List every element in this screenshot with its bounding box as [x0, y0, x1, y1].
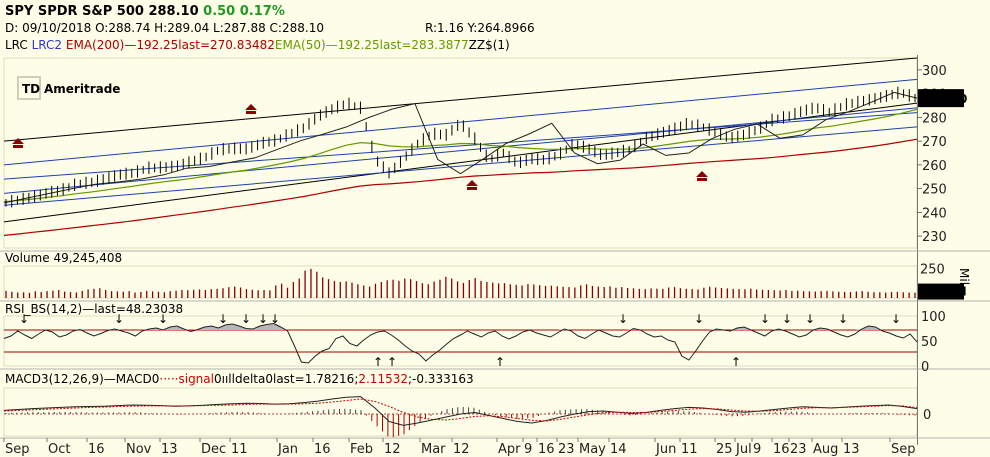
- macd-label: MACD3(12,26,9)—MACD0·····signal0ıılldelt…: [5, 372, 474, 386]
- rsi-buy-marker: ↑: [387, 355, 397, 369]
- rsi-buy-marker: ↑: [731, 355, 741, 369]
- x-tick-label: Feb: [350, 442, 373, 457]
- x-tick-label: 11: [231, 442, 248, 457]
- x-tick-label: 23: [790, 442, 807, 457]
- y-tick-label: 260: [922, 159, 947, 174]
- volume-last-value: 47.5 M: [921, 285, 967, 299]
- x-tick-label: Sep: [5, 442, 30, 457]
- right-axis-line: [917, 55, 918, 445]
- rsi-tick-label: 0: [921, 360, 929, 375]
- rsi-sell-marker: ↓: [805, 312, 815, 326]
- ry-readout: R:1.16 Y:264.8966: [425, 21, 535, 35]
- x-tick-label: Aug: [813, 442, 838, 457]
- macd-signal-line: [3, 398, 918, 422]
- watermark-logo-text: TD: [22, 82, 40, 96]
- rsi-overbought-fill: [4, 323, 917, 330]
- x-tick-label: 23: [558, 442, 575, 457]
- rsi-sell-marker: ↓: [891, 312, 901, 326]
- x-tick-label: 11: [681, 442, 698, 457]
- x-tick-label: Jun: [655, 442, 676, 457]
- signal-arrow-icon: [12, 138, 24, 148]
- lrc2-lower-inner: [3, 126, 918, 206]
- x-tick-label: 16: [88, 442, 105, 457]
- y-tick-label: 270: [922, 135, 947, 150]
- ohlc-readout: D: 09/10/2018 O:288.74 H:289.04 L:287.88…: [5, 21, 324, 35]
- x-tick-label: Jul: [735, 442, 752, 457]
- rsi-sell-marker: ↓: [114, 312, 124, 326]
- volume-last-tag: [918, 283, 964, 300]
- rsi-panel: [3, 315, 918, 367]
- rsi-sell-marker: ↓: [838, 312, 848, 326]
- rsi-sell-marker: ↓: [258, 312, 268, 326]
- signal-arrow-icon: [245, 104, 257, 114]
- x-tick-label: 13: [161, 442, 178, 457]
- y-tick-label: 230: [922, 230, 947, 245]
- rsi-buy-marker: ↑: [495, 355, 505, 369]
- rsi-tick-label: 100: [921, 310, 946, 325]
- rsi-sell-marker: ↓: [618, 312, 628, 326]
- watermark-logo: [17, 76, 41, 100]
- rsi-sell-marker: ↓: [158, 312, 168, 326]
- y-tick-label: 250: [922, 183, 947, 198]
- x-tick-label: 13: [843, 442, 860, 457]
- ema200-line: [3, 138, 918, 236]
- x-tick-label: 9: [753, 442, 761, 457]
- x-tick-label: May: [579, 442, 606, 457]
- lrc-lower: [3, 102, 918, 223]
- chart-title: SPY SPDR S&P 500 288.10 0.50 0.17%: [5, 4, 285, 19]
- rsi-sell-marker: ↓: [270, 312, 280, 326]
- rsi-tick-label: 50: [921, 335, 938, 350]
- rsi-sell-marker: ↓: [782, 312, 792, 326]
- macd-line: [3, 396, 918, 426]
- x-tick-label: 16: [538, 442, 555, 457]
- rsi-sell-marker: ↓: [218, 312, 228, 326]
- lrc2-lower: [3, 107, 918, 194]
- rsi-sell-marker: ↓: [760, 312, 770, 326]
- y-tick-label: 280: [922, 111, 947, 126]
- y-tick-label: 240: [922, 206, 947, 221]
- x-tick-label: Apr: [498, 442, 521, 457]
- lrc2-mid: [3, 78, 918, 166]
- volume-unit: Mil: [957, 268, 971, 285]
- x-tick-label: Sep: [891, 442, 916, 457]
- signal-arrow-icon: [696, 171, 708, 181]
- x-tick-label: 16: [314, 442, 331, 457]
- x-tick-label: 14: [610, 442, 627, 457]
- x-tick-label: Jan: [277, 442, 298, 457]
- x-tick-label: 9: [524, 442, 532, 457]
- x-tick-label: 25: [716, 442, 733, 457]
- studies-legend: LRC LRC2 EMA(200)—192.25last=270.83482EM…: [5, 38, 510, 52]
- rsi-sell-marker: ↓: [19, 312, 29, 326]
- rsi-label: RSI_BS(14,2)—last=48.23038: [5, 302, 183, 316]
- x-tick-label: Dec: [201, 442, 226, 457]
- volume-label: Volume 49,245,408: [5, 251, 122, 265]
- macd-tick-label: 0: [923, 408, 931, 423]
- rsi-buy-marker: ↑: [373, 355, 383, 369]
- rsi-sell-marker: ↓: [694, 312, 704, 326]
- last-price-tag: [918, 89, 964, 108]
- x-tick-label: 12: [384, 442, 401, 457]
- rsi-line: [3, 322, 918, 364]
- watermark: Ameritrade: [44, 82, 120, 96]
- zigzag-line: [3, 91, 918, 204]
- y-tick-label: 300: [922, 64, 947, 79]
- rsi-sell-marker: ↓: [241, 312, 251, 326]
- x-tick-label: 12: [453, 442, 470, 457]
- last-price-value: 288.10: [921, 92, 967, 106]
- signal-arrow-icon: [466, 180, 478, 190]
- x-tick-label: 16: [773, 442, 790, 457]
- ema50-line: [3, 108, 918, 203]
- lrc2-center: [3, 112, 918, 180]
- volume-tick-label: 250: [920, 262, 945, 277]
- lrc-upper: [3, 57, 918, 142]
- x-tick-label: Nov: [126, 442, 152, 457]
- x-tick-label: Mar: [421, 442, 446, 457]
- x-tick-label: Oct: [48, 442, 70, 457]
